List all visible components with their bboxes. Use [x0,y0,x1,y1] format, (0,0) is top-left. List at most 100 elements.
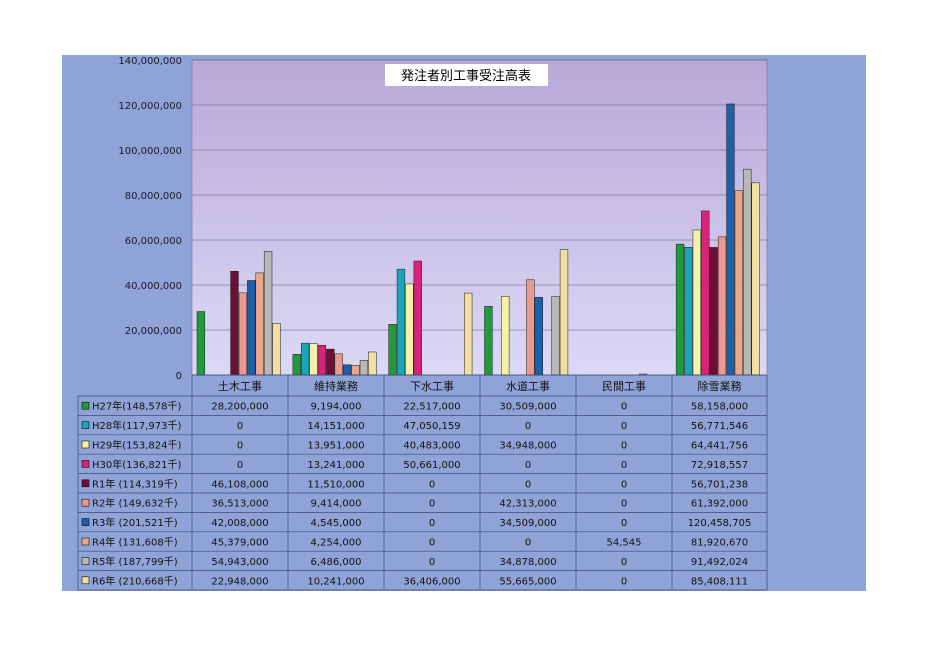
table-cell: 22,517,000 [403,402,460,413]
table-cell: 22,948,000 [211,576,268,587]
bar [326,348,335,376]
table-cell: 0 [525,538,531,549]
bar [743,168,752,376]
legend-swatch [81,460,90,468]
bar [342,364,352,376]
bar [675,243,685,376]
table-cell: 58,158,000 [691,402,748,413]
bar [413,260,422,376]
bar [388,324,397,376]
table-cell: 0 [429,479,435,490]
bar [464,292,473,376]
bar [559,249,569,376]
y-tick-label: 0 [176,371,182,382]
table-cell: 30,509,000 [499,402,556,413]
chart-card: 140,000,000 120,000,000 100,000,000 80,000,… [62,55,866,591]
table-cell: 91,492,024 [691,557,748,568]
table-cell: 0 [621,421,627,432]
table-cell: 0 [621,557,627,568]
bar [709,247,718,376]
bar [734,190,744,376]
table-cell: 28,200,000 [211,402,268,413]
table-cell: 0 [429,557,435,568]
table-cell: 55,665,000 [499,576,556,587]
bar [247,280,256,376]
series-label: R6年 (210,668千) [92,574,178,587]
bar [351,365,360,376]
title-box [385,64,548,86]
table-cell: 61,392,000 [691,499,748,510]
table-cell: 14,151,000 [307,421,364,432]
series-label: H27年(148,578千) [92,400,181,413]
bar [368,351,377,376]
bar [396,268,406,376]
legend-swatch [81,421,90,429]
bar [692,229,702,376]
bar [717,236,727,376]
table-cell: 36,406,000 [403,576,460,587]
data-table: 土木工事 維持業務 下水工事 水道工事 民間工事 除雪業務 H27年(148,578千) 28… [77,374,768,591]
y-axis: 140,000,000 120,000,000 100,000,000 80,000,… [118,56,182,382]
legend-swatch [81,401,90,410]
category-label: 土木工事 [218,380,262,393]
table-cell: 46,108,000 [211,479,268,490]
bar [551,296,560,376]
bar [334,353,343,376]
y-tick-label: 80,000,000 [125,191,182,202]
table-cell: 0 [237,460,243,471]
bar [526,279,535,376]
table-cell: 0 [525,460,531,471]
table-cell: 0 [621,460,627,471]
y-tick-label: 120,000,000 [118,101,182,112]
table-cell: 56,771,546 [691,421,748,432]
bar [684,247,693,376]
bar [272,323,281,376]
table-cell: 85,408,111 [691,576,748,587]
table-cell: 0 [621,402,627,413]
bar-chart: 140,000,000 120,000,000 100,000,000 80,000,… [77,56,768,591]
table-cell: 10,241,000 [307,576,364,587]
y-tick-label: 100,000,000 [118,146,182,157]
legend-swatch [81,479,90,488]
legend-swatch [81,576,90,585]
bar [701,210,710,376]
table-cell: 0 [525,421,531,432]
table-cell: 42,008,000 [211,518,268,529]
y-tick-label: 140,000,000 [118,56,182,67]
table-cell: 0 [621,576,627,587]
chart-title: 発注者別工事受注高表 [401,68,531,84]
table-cell: 13,241,000 [307,460,364,471]
table-cell: 54,545 [607,538,642,549]
table-cell: 34,878,000 [499,557,556,568]
table-cell: 0 [237,421,243,432]
bar [263,251,273,376]
table-cell: 9,414,000 [311,499,362,510]
y-tick-label: 40,000,000 [125,281,182,292]
table-cell: 0 [621,499,627,510]
table-cell: 0 [621,518,627,529]
table-cell: 0 [525,479,531,490]
bar [405,283,414,376]
table-cell: 0 [429,518,435,529]
table-cell: 0 [621,441,627,452]
series-label: R1年 (114,319千) [92,477,178,490]
table-cell: 34,509,000 [499,518,556,529]
table-cell: 50,661,000 [403,460,460,471]
bar [292,354,301,376]
table-cell: 0 [429,499,435,510]
table-cell: 47,050,159 [403,421,460,432]
table-cell: 11,510,000 [307,479,364,490]
bar [751,182,760,376]
table-cell: 4,254,000 [311,538,362,549]
table-cell: 54,943,000 [211,557,268,568]
table-cell: 34,948,000 [499,441,556,452]
table-cell: 4,545,000 [311,518,362,529]
bar [726,103,735,376]
bar [484,306,493,376]
table-cell: 0 [237,441,243,452]
table-cell: 81,920,670 [691,538,748,549]
legend-swatch [81,518,90,526]
bar [230,271,239,376]
category-label: 除雪業務 [698,379,742,393]
series-label: H28年(117,973千) [92,419,181,432]
